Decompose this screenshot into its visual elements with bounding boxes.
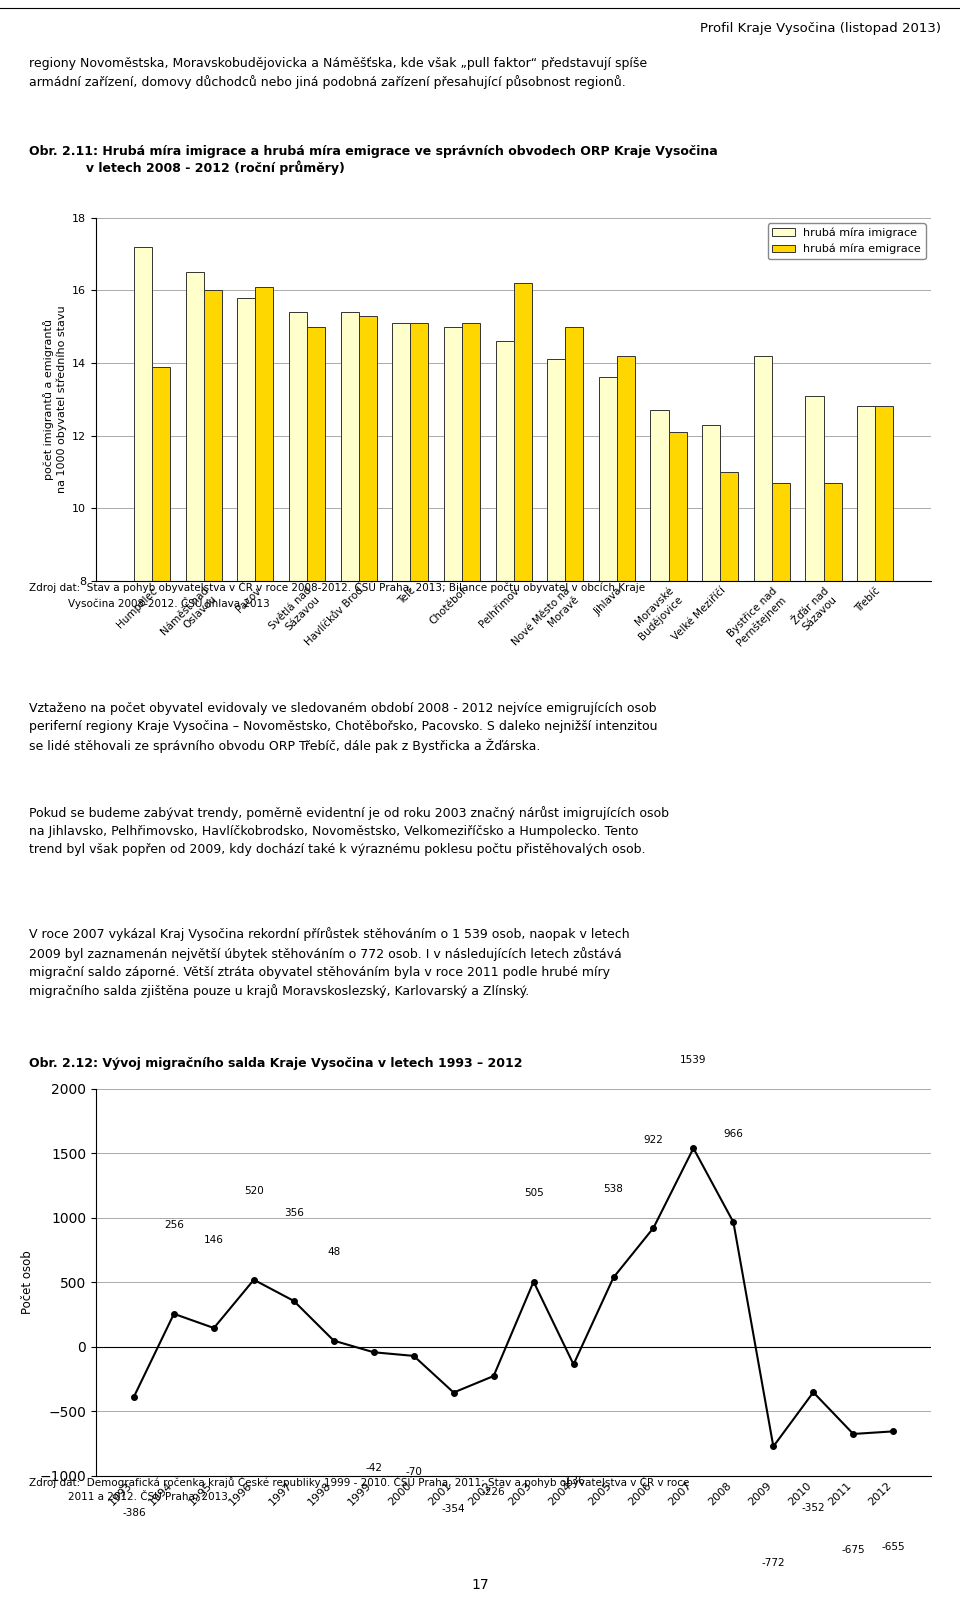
Bar	[204, 290, 222, 871]
Y-axis label: Počet osob: Počet osob	[21, 1250, 34, 1315]
Text: -226: -226	[482, 1487, 505, 1497]
Bar	[772, 482, 790, 871]
Bar	[289, 313, 307, 871]
Text: -352: -352	[802, 1503, 826, 1513]
Bar	[805, 395, 824, 871]
Bar	[237, 298, 255, 871]
Bar	[668, 432, 686, 871]
Bar	[857, 406, 876, 871]
Text: -42: -42	[365, 1463, 382, 1473]
Text: 48: 48	[327, 1247, 341, 1257]
Text: 922: 922	[643, 1134, 663, 1145]
Text: 966: 966	[724, 1129, 743, 1139]
Bar	[876, 406, 893, 871]
Text: Pokud se budeme zabývat trendy, poměrně evidentní je od roku 2003 značný nárůst : Pokud se budeme zabývat trendy, poměrně …	[29, 806, 669, 857]
Bar	[651, 410, 668, 871]
Text: Obr. 2.11: Hrubá míra imigrace a hrubá míra emigrace ve správních obvodech ORP K: Obr. 2.11: Hrubá míra imigrace a hrubá m…	[29, 145, 717, 176]
Bar	[702, 424, 720, 871]
Text: Vztaženo na počet obyvatel evidovaly ve sledovaném období 2008 - 2012 nejvíce em: Vztaženo na počet obyvatel evidovaly ve …	[29, 702, 658, 753]
Text: 1539: 1539	[681, 1055, 707, 1065]
Text: Zdroj dat:  Demografická ročenka krajů České republiky 1999 - 2010. ČSÚ Praha, 2: Zdroj dat: Demografická ročenka krajů Če…	[29, 1476, 689, 1502]
Bar	[495, 342, 514, 871]
Text: -354: -354	[442, 1503, 466, 1513]
Text: -655: -655	[881, 1542, 905, 1552]
Text: V roce 2007 vykázal Kraj Vysočina rekordní přírůstek stěhováním o 1 539 osob, na: V roce 2007 vykázal Kraj Vysočina rekord…	[29, 927, 630, 998]
Text: 538: 538	[604, 1184, 623, 1194]
Bar	[599, 377, 617, 871]
Text: 505: 505	[524, 1189, 543, 1198]
Bar	[565, 327, 584, 871]
Text: -675: -675	[842, 1545, 865, 1555]
Text: Zdroj dat:  Stav a pohyb obyvatelstva v ČR v roce 2008-2012. ČSÚ Praha, 2013; Bi: Zdroj dat: Stav a pohyb obyvatelstva v Č…	[29, 581, 645, 608]
Bar	[462, 323, 480, 871]
Bar	[152, 366, 170, 871]
Bar	[617, 356, 635, 871]
Text: regiony Novoměstska, Moravskobudějovicka a Náměšťska, kde však „pull faktor“ pře: regiony Novoměstska, Moravskobudějovicka…	[29, 56, 647, 89]
Text: 356: 356	[284, 1208, 303, 1218]
Bar	[444, 327, 462, 871]
Text: -136: -136	[562, 1476, 586, 1486]
Bar	[754, 356, 772, 871]
Text: Obr. 2.12: Vývoj migračního salda Kraje Vysočina v letech 1993 – 2012: Obr. 2.12: Vývoj migračního salda Kraje …	[29, 1057, 522, 1069]
Bar	[720, 473, 738, 871]
Bar	[547, 360, 565, 871]
Legend: hrubá míra imigrace, hrubá míra emigrace: hrubá míra imigrace, hrubá míra emigrace	[768, 223, 925, 258]
Text: 520: 520	[244, 1187, 264, 1197]
Y-axis label: počet imigrantů a emigrantů
na 1000 obyvatel středního stavu: počet imigrantů a emigrantů na 1000 obyv…	[43, 305, 66, 494]
Text: Profil Kraje Vysočina (listopad 2013): Profil Kraje Vysočina (listopad 2013)	[700, 21, 941, 35]
Text: -772: -772	[761, 1558, 785, 1568]
Bar	[824, 482, 842, 871]
Bar	[307, 327, 325, 871]
Bar	[359, 316, 376, 871]
Bar	[341, 313, 359, 871]
Bar	[255, 287, 274, 871]
Text: 146: 146	[204, 1234, 224, 1245]
Text: -70: -70	[405, 1466, 422, 1478]
Bar	[134, 247, 152, 871]
Text: 17: 17	[471, 1578, 489, 1592]
Bar	[185, 273, 204, 871]
Bar	[410, 323, 428, 871]
Text: -386: -386	[122, 1508, 146, 1518]
Text: 256: 256	[164, 1221, 184, 1231]
Bar	[393, 323, 410, 871]
Bar	[514, 284, 532, 871]
